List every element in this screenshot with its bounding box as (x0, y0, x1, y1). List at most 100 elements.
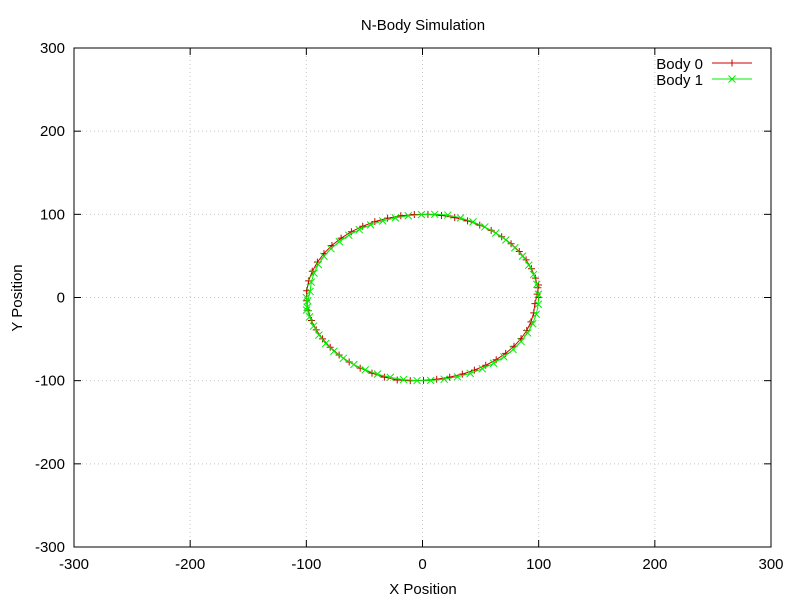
data-point-body-1 (430, 210, 439, 219)
data-point-body-1 (518, 252, 527, 261)
legend-item-body-1: Body 1 (656, 72, 752, 89)
data-point-body-1 (309, 322, 318, 331)
y-tick-label: -200 (35, 456, 65, 473)
data-point-body-1 (534, 300, 543, 309)
data-point-body-0 (393, 376, 401, 384)
y-tick-label: 300 (40, 40, 65, 57)
data-point-body-1 (307, 278, 316, 286)
legend-marker-body-1 (728, 75, 736, 83)
data-point-body-0 (507, 240, 515, 248)
data-point-body-1 (302, 306, 311, 314)
series-layer (302, 210, 543, 385)
legend-label-body-0: Body 0 (656, 56, 703, 73)
data-point-body-1 (502, 236, 510, 244)
grid (74, 48, 771, 547)
data-point-body-1 (529, 270, 538, 279)
x-tick-label: 300 (758, 556, 783, 573)
data-point-body-1 (391, 214, 400, 222)
data-point-body-1 (399, 375, 408, 384)
legend-point-body-1 (728, 75, 736, 83)
data-point-body-1 (310, 269, 318, 277)
data-point-body-1 (378, 217, 387, 225)
y-axis-label: Y Position (9, 264, 26, 331)
y-tick-label: -100 (35, 373, 65, 390)
y-tick-label: -300 (35, 539, 65, 556)
data-point-body-1 (303, 303, 311, 312)
data-point-body-1 (386, 373, 395, 382)
data-point-body-1 (366, 221, 375, 229)
data-point-body-0 (470, 366, 478, 374)
data-point-body-1 (361, 366, 370, 374)
data-point-body-1 (303, 296, 312, 305)
data-point-body-1 (306, 287, 314, 296)
data-point-body-1 (344, 231, 353, 240)
ticks: -300 -200 -100 0 100 200 300 -300 -200 -100 0 100 20… (35, 40, 784, 573)
x-tick-label: -200 (175, 556, 205, 573)
data-point-body-0 (451, 214, 459, 222)
data-point-body-1 (453, 372, 462, 381)
series-body-1 (302, 210, 543, 385)
x-tick-label: 100 (526, 556, 551, 573)
data-point-body-1 (305, 313, 314, 321)
data-point-body-1 (330, 347, 338, 356)
data-point-body-1 (480, 223, 489, 231)
y-tick-label: 200 (40, 123, 65, 140)
data-point-body-1 (523, 329, 532, 337)
data-point-body-0 (446, 373, 454, 381)
data-point-body-0 (380, 373, 388, 381)
x-tick-label: -100 (291, 556, 321, 573)
legend-label-body-1: Body 1 (656, 72, 703, 89)
data-point-body-0 (515, 247, 523, 255)
data-point-body-1 (321, 339, 330, 348)
data-point-body-1 (532, 310, 541, 319)
y-tick-label: 100 (40, 206, 65, 223)
data-point-body-1 (335, 237, 344, 246)
data-point-body-1 (413, 376, 421, 385)
data-point-body-1 (509, 345, 517, 354)
data-point-body-1 (491, 229, 500, 237)
y-tick-label: 0 (57, 290, 65, 307)
data-point-body-1 (314, 260, 323, 269)
data-point-body-1 (528, 319, 537, 328)
x-tick-label: 0 (418, 556, 426, 573)
legend-point-body-0 (728, 59, 736, 67)
data-point-body-1 (510, 243, 519, 252)
data-point-body-1 (478, 364, 487, 373)
data-point-body-1 (534, 290, 543, 299)
legend-item-body-0: Body 0 (656, 56, 752, 73)
series-line-body-1 (305, 213, 539, 382)
data-point-body-0 (437, 211, 445, 219)
data-point-body-1 (469, 217, 477, 226)
x-tick-label: 200 (642, 556, 667, 573)
data-point-body-1 (500, 352, 508, 361)
chart-title: N-Body Simulation (361, 17, 485, 34)
data-point-body-1 (417, 210, 426, 219)
data-point-body-1 (456, 213, 465, 222)
data-point-body-1 (355, 225, 364, 234)
data-point-body-1 (373, 370, 382, 379)
data-point-body-1 (532, 280, 541, 289)
legend: Body 0 Body 1 (656, 56, 752, 89)
data-point-body-0 (530, 309, 538, 317)
data-point-body-0 (533, 290, 541, 298)
x-axis-label: X Position (389, 581, 457, 598)
data-point-body-1 (320, 252, 328, 261)
data-point-body-1 (440, 375, 449, 384)
data-point-body-1 (315, 331, 323, 339)
data-point-body-1 (339, 354, 348, 363)
data-point-body-1 (466, 369, 475, 378)
data-point-body-1 (349, 360, 358, 369)
data-point-body-1 (443, 211, 452, 219)
data-point-body-1 (426, 376, 435, 385)
data-point-body-1 (404, 211, 413, 220)
data-point-body-0 (397, 212, 405, 220)
data-point-body-1 (517, 337, 525, 346)
data-point-body-1 (524, 261, 533, 269)
x-tick-label: -300 (59, 556, 89, 573)
data-point-body-0 (305, 277, 313, 285)
legend-marker-body-0 (728, 59, 736, 67)
data-point-body-1 (327, 244, 335, 253)
data-point-body-1 (489, 359, 498, 368)
